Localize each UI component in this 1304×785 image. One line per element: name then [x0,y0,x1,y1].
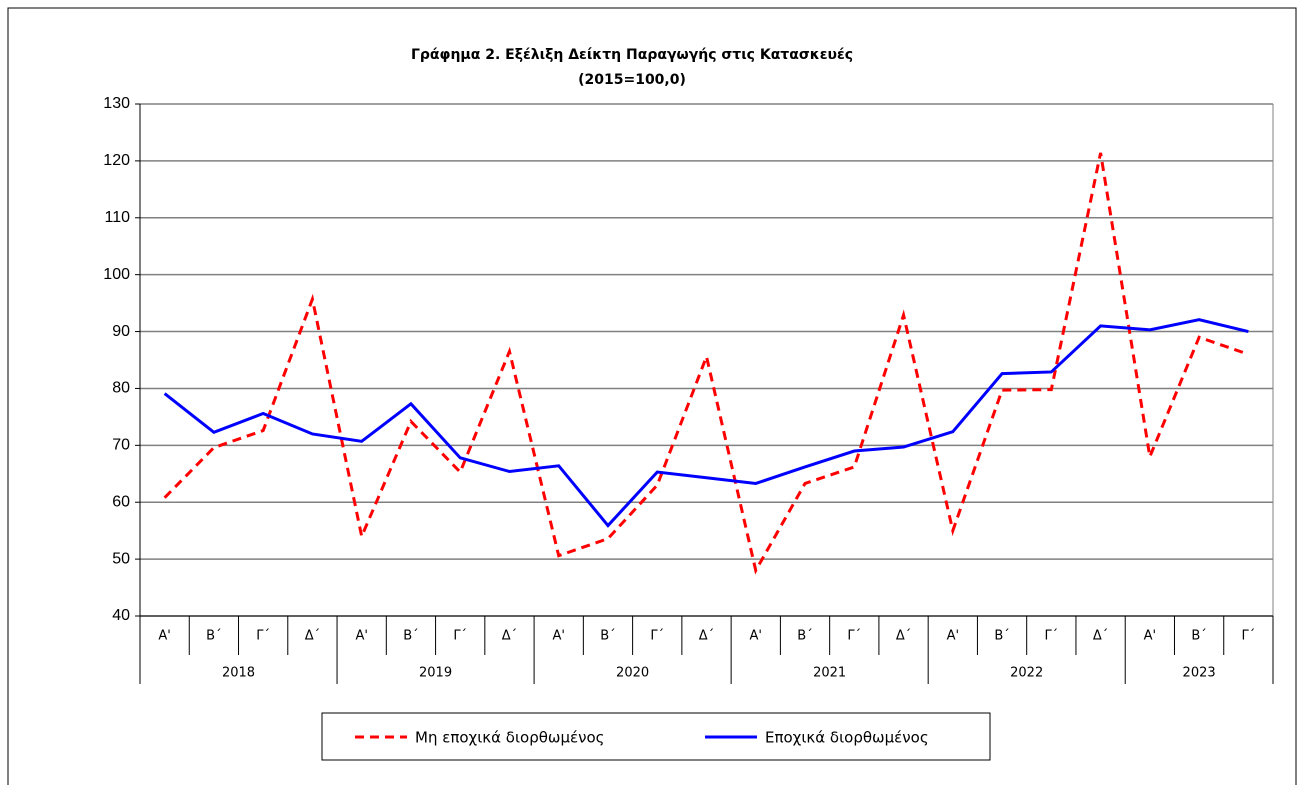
x-tick-label: Α' [1144,629,1156,644]
y-tick-label: 130 [103,95,130,112]
x-tick-label: Γ΄ [650,629,664,644]
x-tick-label: Β΄ [600,629,615,644]
x-tick-label: Α' [947,629,959,644]
y-tick-label: 110 [104,209,130,226]
x-tick-label: Α' [552,629,564,644]
y-tick-label: 80 [112,380,130,397]
year-label: 2021 [813,666,846,681]
x-tick-label: Α' [355,629,367,644]
x-tick-label: Β΄ [403,629,418,644]
x-tick-label: Γ΄ [256,629,270,644]
x-tick-label: Δ΄ [502,629,517,644]
year-label: 2018 [222,666,255,681]
legend-label: Εποχικά διορθωμένος [765,729,929,747]
x-tick-label: Δ΄ [896,629,911,644]
x-tick-label: Β΄ [994,629,1009,644]
y-tick-label: 40 [112,607,130,624]
year-label: 2023 [1183,666,1216,681]
chart-subtitle: (2015=100,0) [578,72,686,88]
x-tick-label: Α' [158,629,170,644]
x-tick-label: Γ΄ [847,629,861,644]
year-label: 2020 [616,666,649,681]
y-tick-label: 50 [112,550,130,567]
y-tick-label: 90 [112,323,130,340]
x-tick-label: Γ΄ [1241,629,1255,644]
x-tick-label: Δ΄ [305,629,320,644]
x-tick-label: Β΄ [797,629,812,644]
legend-box [321,712,991,761]
x-tick-label: Δ΄ [1093,629,1108,644]
x-tick-label: Α' [750,629,762,644]
chart-frame [7,7,1297,785]
x-tick-label: Γ΄ [1044,629,1058,644]
y-tick-label: 60 [112,493,130,510]
x-tick-label: Γ΄ [453,629,467,644]
series-line [163,152,1249,575]
year-label: 2022 [1010,666,1043,681]
legend-label: Μη εποχικά διορθωμένος [415,729,604,747]
year-label: 2019 [419,666,452,681]
chart-title: Γράφημα 2. Εξέλιξη Δείκτη Παραγωγής στις… [411,47,853,63]
x-tick-label: Β΄ [1191,629,1206,644]
series-line [163,318,1249,528]
x-tick-label: Β΄ [206,629,221,644]
y-tick-label: 120 [103,152,130,169]
x-tick-label: Δ΄ [699,629,714,644]
y-tick-label: 100 [103,266,130,283]
y-tick-label: 70 [112,437,130,454]
